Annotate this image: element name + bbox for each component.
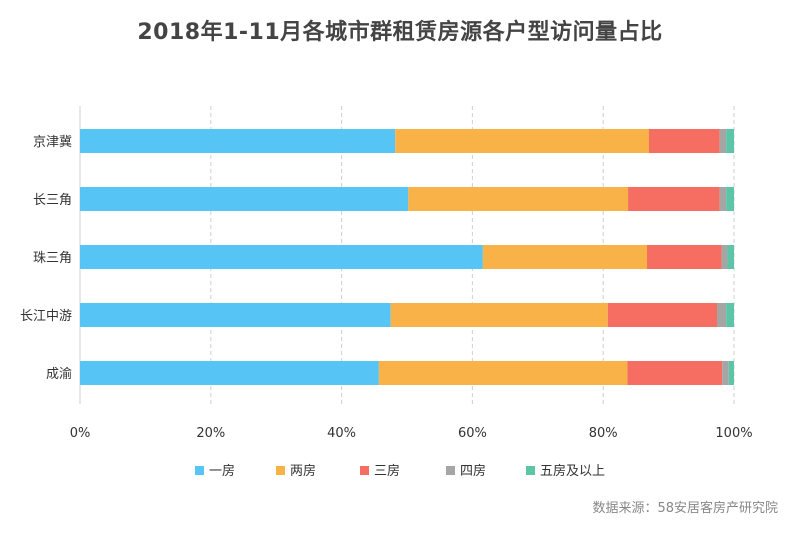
bar-segment	[378, 361, 628, 385]
bar-segment	[726, 129, 734, 153]
bar-segment	[80, 245, 483, 269]
bar-segment	[716, 303, 727, 327]
category-label: 珠三角	[33, 251, 72, 266]
bar-segment	[607, 303, 717, 327]
chart-title: 2018年1-11月各城市群租赁房源各户型访问量占比	[137, 20, 663, 45]
bar-segment	[722, 361, 729, 385]
bar-segment	[80, 361, 379, 385]
legend: 一房 两房 三房 四房 五房及以上	[195, 463, 605, 479]
legend-swatch	[360, 466, 369, 475]
bar-segment	[647, 245, 722, 269]
legend-label: 三房	[374, 463, 400, 479]
bar-segment	[719, 129, 727, 153]
legend-swatch	[446, 466, 455, 475]
bar-segment	[482, 245, 648, 269]
category-label: 长江中游	[20, 309, 72, 324]
bars	[80, 129, 734, 385]
x-tick-label: 80%	[589, 426, 618, 441]
bar-segment	[628, 187, 720, 211]
bar-segment	[80, 187, 409, 211]
bar-segment	[648, 129, 720, 153]
category-label: 京津冀	[33, 134, 72, 150]
source-note: 数据来源：58安居客房产研究院	[592, 501, 778, 516]
x-tick-label: 100%	[715, 426, 752, 441]
bar-segment	[726, 187, 734, 211]
legend-swatch	[195, 466, 204, 475]
bar-segment	[390, 303, 608, 327]
x-tick-label: 40%	[327, 426, 356, 441]
x-tick-label: 20%	[196, 426, 225, 441]
legend-swatch	[276, 466, 285, 475]
category-label: 成渝	[46, 366, 72, 382]
legend-label: 四房	[460, 463, 486, 479]
legend-swatch	[526, 466, 535, 475]
x-tick-label: 0%	[70, 426, 91, 441]
bar-segment	[721, 245, 728, 269]
bar-segment	[719, 187, 727, 211]
bar-segment	[728, 361, 734, 385]
bar-segment	[627, 361, 723, 385]
bar-segment	[80, 129, 396, 153]
bar-segment	[727, 245, 734, 269]
bar-segment	[726, 303, 734, 327]
legend-label: 两房	[290, 463, 316, 479]
bar-segment	[408, 187, 629, 211]
legend-label: 一房	[209, 463, 235, 479]
bar-segment	[395, 129, 649, 153]
category-label: 长三角	[33, 193, 72, 208]
x-tick-label: 60%	[458, 426, 487, 441]
x-tick-labels: 0% 20% 40% 60% 80% 100%	[70, 426, 753, 441]
legend-label: 五房及以上	[540, 463, 605, 479]
bar-segment	[80, 303, 391, 327]
